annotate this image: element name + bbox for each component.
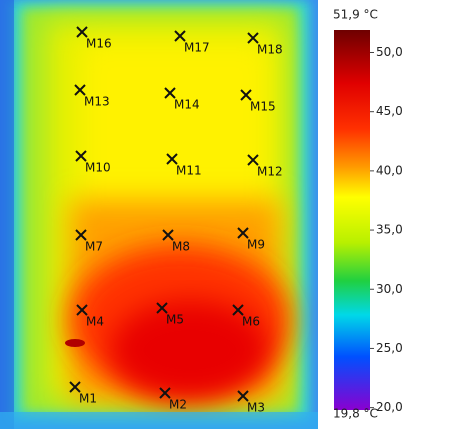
marker-cross — [232, 304, 244, 316]
colorbar-tick-label: 45,0 — [376, 104, 403, 118]
marker-cross — [240, 89, 252, 101]
marker-label: M5 — [166, 313, 184, 327]
marker-cross — [76, 26, 88, 38]
marker-label: M9 — [247, 238, 265, 252]
marker-label: M14 — [174, 98, 200, 112]
marker-cross — [164, 87, 176, 99]
marker-label: M18 — [257, 43, 283, 57]
colorbar-tick-label: 40,0 — [376, 163, 403, 177]
colorbar-tick-label: 35,0 — [376, 223, 403, 237]
colorbar-tick-label: 20,0 — [376, 400, 403, 414]
colorbar-tick-label: 30,0 — [376, 282, 403, 296]
marker-cross — [174, 30, 186, 42]
marker-label: M2 — [169, 398, 187, 412]
marker-label: M16 — [86, 37, 112, 51]
marker-cross — [159, 387, 171, 399]
colorbar-min-label: 19,8 °C — [333, 407, 378, 421]
marker-label: M11 — [176, 164, 202, 178]
marker-cross — [74, 84, 86, 96]
marker-cross — [156, 302, 168, 314]
colorbar-tick-label: 25,0 — [376, 341, 403, 355]
marker-label: M12 — [257, 165, 283, 179]
marker-cross — [75, 229, 87, 241]
marker-label: M1 — [79, 392, 97, 406]
marker-cross — [237, 390, 249, 402]
marker-label: M4 — [86, 315, 104, 329]
marker-cross — [237, 227, 249, 239]
colorbar-tick-label: 50,0 — [376, 45, 403, 59]
marker-label: M10 — [85, 161, 111, 175]
marker-label: M17 — [184, 41, 210, 55]
marker-label: M15 — [250, 100, 276, 114]
marker-cross — [247, 154, 259, 166]
marker-cross — [76, 304, 88, 316]
marker-label: M6 — [242, 315, 260, 329]
marker-cross — [162, 229, 174, 241]
colorbar — [334, 30, 370, 410]
thermal-image — [0, 0, 318, 429]
marker-cross — [247, 32, 259, 44]
marker-cross — [69, 381, 81, 393]
marker-label: M7 — [85, 240, 103, 254]
marker-cross — [75, 150, 87, 162]
marker-label: M8 — [172, 240, 190, 254]
marker-label: M3 — [247, 401, 265, 415]
marker-label: M13 — [84, 95, 110, 109]
marker-cross — [166, 153, 178, 165]
colorbar-max-label: 51,9 °C — [333, 8, 378, 22]
